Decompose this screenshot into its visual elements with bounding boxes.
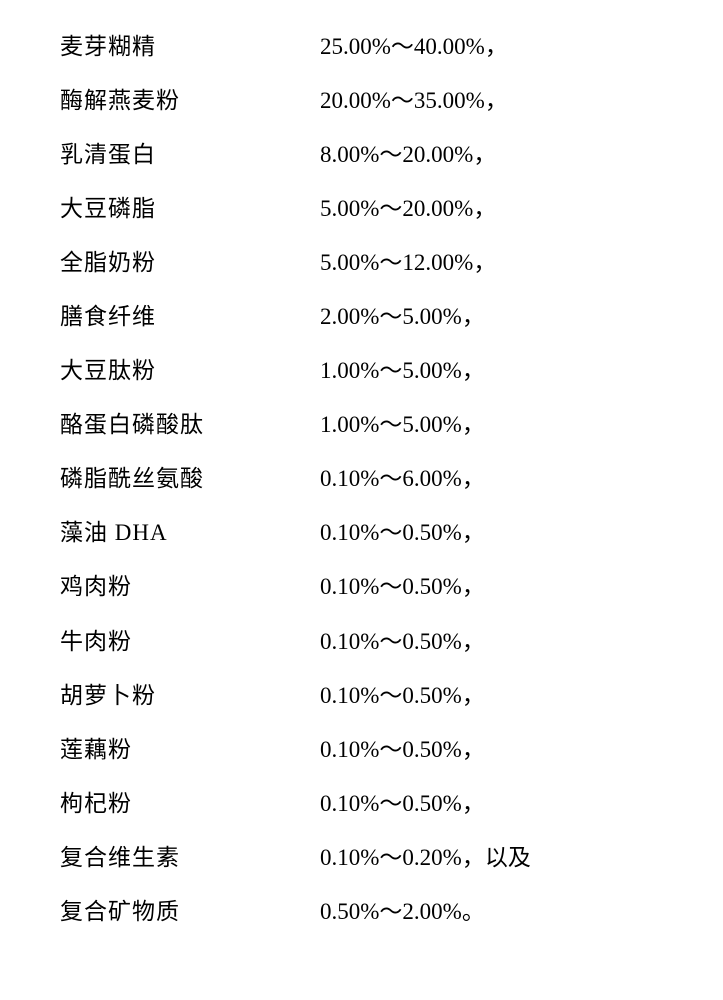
table-row: 大豆磷脂 5.00%～20.00%，: [60, 182, 663, 236]
ingredient-range: 1.00%～5.00%，: [320, 344, 663, 398]
table-row: 胡萝卜粉 0.10%～0.50%，: [60, 669, 663, 723]
table-row: 酶解燕麦粉 20.00%～35.00%，: [60, 74, 663, 128]
ingredient-range: 1.00%～5.00%，: [320, 398, 663, 452]
ingredient-name: 酪蛋白磷酸肽: [60, 398, 320, 452]
ingredient-range: 0.50%～2.00%。: [320, 885, 663, 939]
ingredient-name: 牛肉粉: [60, 615, 320, 669]
table-row: 膳食纤维 2.00%～5.00%，: [60, 290, 663, 344]
ingredient-name: 大豆肽粉: [60, 344, 320, 398]
ingredient-range: 5.00%～20.00%，: [320, 182, 663, 236]
ingredient-name: 麦芽糊精: [60, 20, 320, 74]
ingredient-name: 枸杞粉: [60, 777, 320, 831]
table-row: 莲藕粉 0.10%～0.50%，: [60, 723, 663, 777]
ingredient-name: 复合矿物质: [60, 885, 320, 939]
ingredient-name: 大豆磷脂: [60, 182, 320, 236]
ingredient-name: 全脂奶粉: [60, 236, 320, 290]
table-row: 牛肉粉 0.10%～0.50%，: [60, 615, 663, 669]
ingredient-range: 0.10%～0.50%，: [320, 615, 663, 669]
ingredient-range: 25.00%～40.00%，: [320, 20, 663, 74]
ingredient-range: 0.10%～0.50%，: [320, 506, 663, 560]
ingredient-range: 0.10%～0.20%，以及: [320, 831, 663, 885]
ingredient-range: 0.10%～0.50%，: [320, 723, 663, 777]
table-row: 复合维生素 0.10%～0.20%，以及: [60, 831, 663, 885]
ingredient-name: 乳清蛋白: [60, 128, 320, 182]
ingredient-name: 胡萝卜粉: [60, 669, 320, 723]
ingredient-range: 0.10%～0.50%，: [320, 560, 663, 614]
ingredient-name: 磷脂酰丝氨酸: [60, 452, 320, 506]
table-row: 乳清蛋白 8.00%～20.00%，: [60, 128, 663, 182]
ingredients-table: 麦芽糊精 25.00%～40.00%， 酶解燕麦粉 20.00%～35.00%，…: [60, 20, 663, 939]
ingredient-range: 0.10%～0.50%，: [320, 669, 663, 723]
ingredient-range: 0.10%～0.50%，: [320, 777, 663, 831]
table-row: 枸杞粉 0.10%～0.50%，: [60, 777, 663, 831]
ingredient-name: 复合维生素: [60, 831, 320, 885]
table-row: 酪蛋白磷酸肽 1.00%～5.00%，: [60, 398, 663, 452]
ingredient-range: 20.00%～35.00%，: [320, 74, 663, 128]
table-row: 鸡肉粉 0.10%～0.50%，: [60, 560, 663, 614]
ingredient-name: 鸡肉粉: [60, 560, 320, 614]
table-row: 全脂奶粉 5.00%～12.00%，: [60, 236, 663, 290]
ingredient-range: 0.10%～6.00%，: [320, 452, 663, 506]
table-row: 磷脂酰丝氨酸 0.10%～6.00%，: [60, 452, 663, 506]
ingredient-name: 藻油 DHA: [60, 506, 320, 560]
table-row: 复合矿物质 0.50%～2.00%。: [60, 885, 663, 939]
ingredient-range: 5.00%～12.00%，: [320, 236, 663, 290]
ingredient-range: 8.00%～20.00%，: [320, 128, 663, 182]
ingredient-range: 2.00%～5.00%，: [320, 290, 663, 344]
ingredient-name: 酶解燕麦粉: [60, 74, 320, 128]
table-row: 大豆肽粉 1.00%～5.00%，: [60, 344, 663, 398]
ingredient-name: 莲藕粉: [60, 723, 320, 777]
table-row: 藻油 DHA 0.10%～0.50%，: [60, 506, 663, 560]
table-row: 麦芽糊精 25.00%～40.00%，: [60, 20, 663, 74]
ingredient-name: 膳食纤维: [60, 290, 320, 344]
